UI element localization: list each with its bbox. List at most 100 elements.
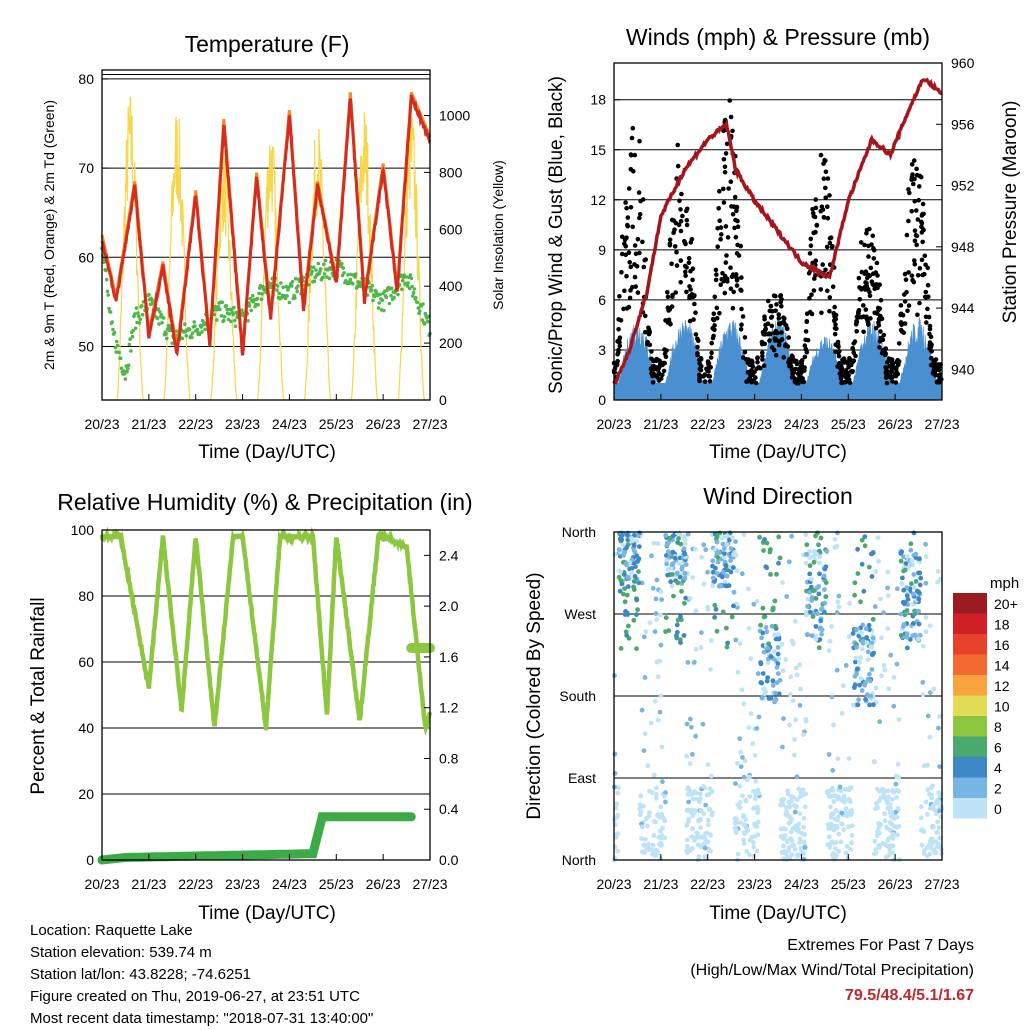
direction-point — [738, 764, 744, 770]
direction-point — [663, 790, 668, 796]
dewpoint-point — [295, 289, 300, 294]
direction-point — [904, 554, 910, 560]
gust-point — [923, 262, 928, 268]
direction-point — [765, 660, 771, 666]
direction-point — [741, 701, 747, 707]
dewpoint-point — [287, 300, 292, 305]
dewpoint-point — [411, 290, 416, 295]
direction-point — [908, 547, 914, 553]
direction-point — [898, 558, 904, 564]
gust-point — [832, 304, 837, 310]
direction-point — [898, 550, 904, 556]
dewpoint-point — [247, 304, 252, 308]
direction-point — [834, 824, 840, 829]
gust-point — [911, 158, 917, 163]
gust-point — [673, 290, 678, 295]
direction-point — [639, 824, 645, 830]
gust-point — [791, 367, 797, 373]
gust-point — [707, 374, 713, 379]
direction-point — [655, 812, 661, 818]
dewpoint-point — [323, 258, 328, 263]
gust-point — [765, 321, 771, 327]
dewpoint-point — [354, 272, 358, 276]
gust-point — [731, 289, 736, 295]
direction-point — [625, 612, 630, 617]
dewpoint-point — [212, 312, 217, 317]
direction-point — [879, 635, 884, 641]
gust-point — [632, 243, 638, 248]
direction-point — [701, 811, 707, 817]
direction-point — [881, 663, 887, 668]
winds-xtick-label: 26/23 — [878, 416, 913, 432]
direction-point — [710, 575, 716, 581]
direction-tick-label: South — [559, 688, 596, 704]
direction-point — [755, 787, 761, 793]
legend-label: 16 — [994, 637, 1010, 653]
direction-point — [805, 604, 810, 609]
legend-label: 0 — [994, 801, 1002, 817]
gust-point — [926, 314, 932, 320]
direction-point — [901, 622, 907, 627]
direction-point — [837, 784, 843, 790]
direction-point — [746, 586, 751, 592]
gust-point — [678, 228, 684, 234]
dewpoint-point — [224, 303, 228, 308]
dewpoint-point — [126, 363, 131, 368]
direction-point — [694, 790, 699, 796]
gust-point — [825, 204, 830, 209]
dewpoint-point — [350, 281, 355, 286]
direction-point — [791, 843, 797, 848]
direction-point — [625, 574, 631, 580]
direction-point — [866, 564, 872, 570]
pressure-y-tick-label: 940 — [951, 361, 975, 377]
dewpoint-point — [157, 322, 161, 326]
direction-point — [902, 567, 908, 573]
gust-point — [690, 277, 695, 283]
gust-point — [910, 277, 915, 283]
direction-point — [938, 846, 944, 852]
direction-point — [827, 788, 833, 793]
gust-point — [776, 342, 782, 348]
wind-direction-xtick-label: 20/23 — [596, 876, 631, 892]
direction-point — [626, 623, 631, 629]
direction-point — [876, 558, 881, 564]
direction-point — [916, 596, 922, 602]
direction-point — [819, 606, 825, 611]
direction-point — [787, 692, 793, 697]
wind-direction-panel: Wind Direction 20/23 21/23 22/23 23/23 24/23… — [524, 483, 1019, 924]
legend-swatch — [953, 777, 987, 798]
gust-point — [678, 280, 683, 285]
direction-point — [754, 848, 760, 854]
gust-point — [628, 205, 634, 210]
direction-point — [633, 564, 638, 569]
direction-point — [913, 551, 919, 557]
direction-point — [932, 808, 938, 813]
direction-point — [875, 535, 881, 541]
gust-point — [927, 340, 933, 345]
direction-point — [821, 573, 827, 579]
direction-point — [891, 789, 897, 795]
gust-point — [673, 220, 679, 226]
temperature-y-tick-label: 60 — [78, 249, 94, 265]
dewpoint-point — [138, 317, 143, 322]
humidity-xtick-label: 24/23 — [272, 876, 307, 892]
direction-point — [871, 702, 876, 708]
dewpoint-point — [184, 334, 189, 338]
gust-point — [643, 313, 648, 319]
direction-point — [893, 781, 899, 787]
direction-point — [850, 631, 856, 636]
direction-point — [668, 579, 674, 585]
legend-label: 2 — [994, 781, 1002, 797]
temperature-y2-ticks: 0 200 400 600 800 1000 — [424, 108, 470, 408]
gust-point — [914, 208, 919, 213]
direction-point — [863, 696, 868, 702]
dewpoint-point — [128, 337, 132, 342]
gust-point — [907, 190, 912, 196]
winds-y-tick-label: 15 — [590, 142, 606, 158]
gust-point — [714, 272, 719, 277]
direction-point — [762, 537, 767, 542]
direction-point — [672, 555, 678, 561]
direction-point — [813, 533, 818, 539]
legend-label: 20+ — [994, 596, 1018, 612]
direction-point — [894, 661, 900, 667]
